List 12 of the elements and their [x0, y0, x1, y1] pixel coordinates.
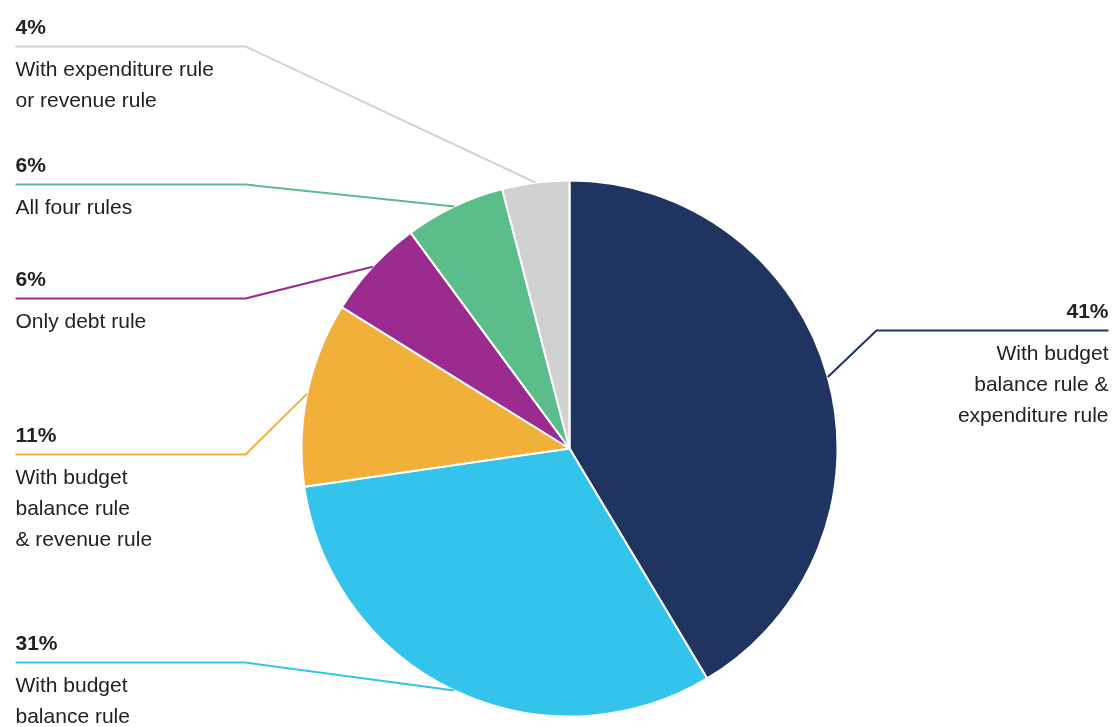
slice-label: With budget balance rule & revenue rule [15, 464, 153, 550]
slice-label: With budget balance rule & expenditure rule [957, 340, 1109, 426]
data-label: 31% [15, 631, 58, 654]
slice-label: With expenditure rule or revenue rule [15, 56, 214, 111]
slice-label: With budget balance rule [15, 672, 130, 727]
data-label: 41% [1066, 299, 1109, 322]
data-label: 11% [15, 423, 57, 446]
slice-label: All four rules [15, 194, 133, 218]
data-label: 4% [15, 15, 47, 38]
data-label: 6% [15, 153, 47, 176]
data-label: 6% [15, 267, 47, 290]
slice-label: Only debt rule [15, 308, 147, 332]
